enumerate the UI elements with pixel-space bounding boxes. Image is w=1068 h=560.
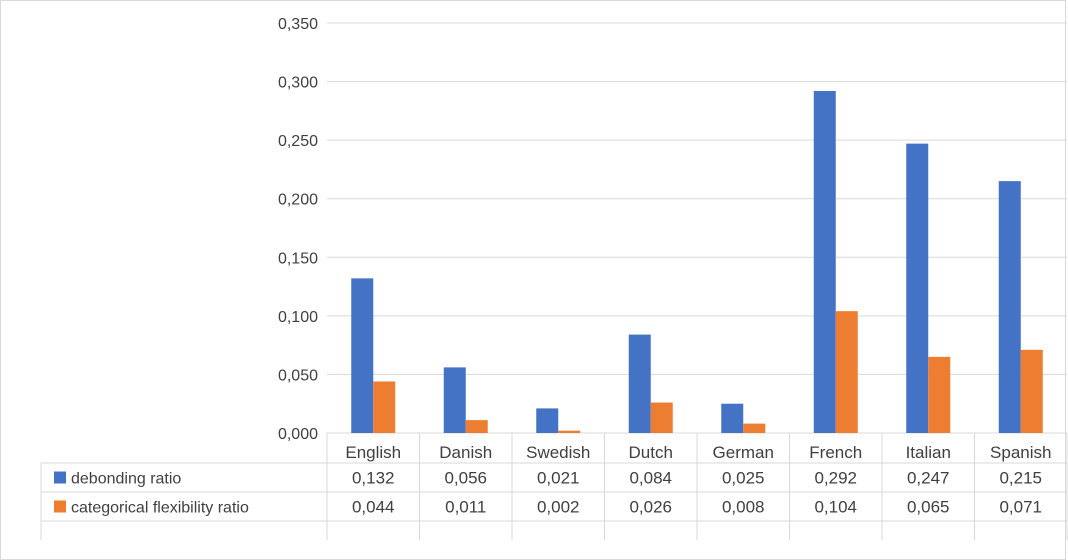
category-label: Italian xyxy=(906,443,951,462)
category-label: Swedish xyxy=(526,443,590,462)
data-label: 0,044 xyxy=(352,498,395,517)
bar-chart: 0,000 0,050 0,100 0,150 0,200 0,250 0,300 0,350… xyxy=(40,16,1068,540)
data-label: 0,065 xyxy=(907,498,950,517)
bar-categorical-flexibility-ratio-english xyxy=(373,381,396,433)
bar-debonding-ratio-spanish xyxy=(998,181,1021,433)
data-label: 0,071 xyxy=(999,498,1042,517)
data-label: 0,292 xyxy=(814,469,857,488)
data-label: 0,247 xyxy=(907,469,950,488)
category-label: French xyxy=(809,443,862,462)
category-label: Danish xyxy=(439,443,492,462)
bar-categorical-flexibility-ratio-german xyxy=(743,423,766,433)
bar-debonding-ratio-french xyxy=(813,90,836,433)
data-label: 0,132 xyxy=(352,469,395,488)
bar-categorical-flexibility-ratio-dutch xyxy=(650,402,673,433)
bar-debonding-ratio-danish xyxy=(443,367,466,433)
bar-debonding-ratio-german xyxy=(721,403,744,433)
bar-categorical-flexibility-ratio-spanish xyxy=(1020,349,1043,433)
bar-debonding-ratio-italian xyxy=(906,143,929,433)
y-tick-label: 0,200 xyxy=(278,192,318,209)
data-label: 0,002 xyxy=(537,498,580,517)
category-label: English xyxy=(345,443,401,462)
category-label: German xyxy=(713,443,774,462)
category-label: Spanish xyxy=(990,443,1051,462)
data-label: 0,021 xyxy=(537,469,580,488)
category-label: Dutch xyxy=(629,443,673,462)
y-tick-label: 0,250 xyxy=(278,133,318,150)
bar-categorical-flexibility-ratio-swedish xyxy=(558,430,581,433)
data-label: 0,056 xyxy=(444,469,487,488)
legend-swatch-debonding-ratio xyxy=(54,471,66,484)
data-label: 0,104 xyxy=(814,498,857,517)
data-label: 0,011 xyxy=(445,498,486,517)
bar-categorical-flexibility-ratio-french xyxy=(835,311,858,433)
bar-debonding-ratio-swedish xyxy=(536,408,559,433)
y-tick-label: 0,300 xyxy=(278,75,318,92)
bar-debonding-ratio-dutch xyxy=(628,334,651,433)
data-label: 0,008 xyxy=(722,498,765,517)
data-label: 0,025 xyxy=(722,469,765,488)
series-name: debonding ratio xyxy=(71,471,181,488)
data-label: 0,026 xyxy=(629,498,672,517)
y-tick-label: 0,000 xyxy=(278,426,318,443)
legend-swatch-categorical-flexibility-ratio xyxy=(54,500,66,513)
series-name: categorical flexibility ratio xyxy=(71,500,249,517)
y-tick-label: 0,050 xyxy=(278,367,318,384)
data-label: 0,084 xyxy=(629,469,672,488)
y-tick-label: 0,150 xyxy=(278,250,318,267)
bar-categorical-flexibility-ratio-danish xyxy=(465,420,488,433)
data-label: 0,215 xyxy=(999,469,1042,488)
bar-categorical-flexibility-ratio-italian xyxy=(928,356,951,433)
bar-debonding-ratio-english xyxy=(351,278,374,433)
y-tick-label: 0,350 xyxy=(278,16,318,33)
y-tick-label: 0,100 xyxy=(278,309,318,326)
